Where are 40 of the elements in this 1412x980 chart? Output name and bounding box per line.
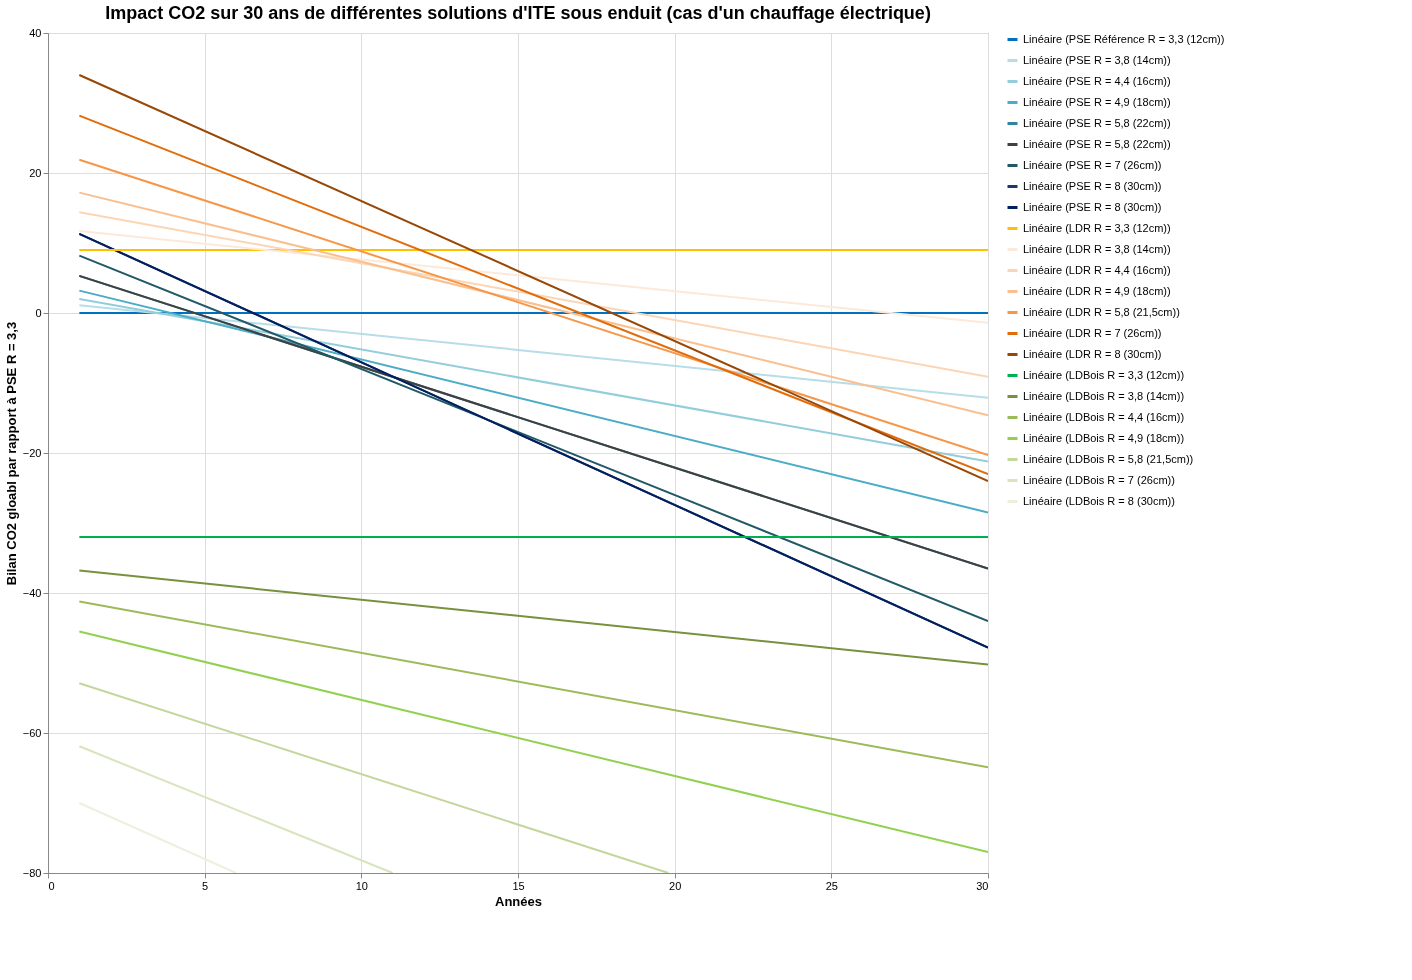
legend-label: Linéaire (LDBois R = 4,4 (16cm)) (1023, 410, 1185, 423)
x-axis-title: Années (495, 893, 542, 909)
legend-label: Linéaire (LDBois R = 4,9 (18cm)) (1023, 431, 1185, 444)
chart-title: Impact CO2 sur 30 ans de différentes solutions d'ITE sous enduit (cas d'un chauffage électrique) (105, 3, 931, 23)
y-tick-label: −40 (22, 586, 42, 599)
legend-label: Linéaire (LDBois R = 3,8 (14cm)) (1023, 389, 1185, 402)
legend-label: Linéaire (PSE R = 4,9 (18cm)) (1023, 95, 1171, 108)
y-tick-label: −60 (22, 726, 42, 739)
legend-label: Linéaire (LDR R = 5,8 (21,5cm)) (1023, 305, 1180, 318)
legend-label: Linéaire (PSE R = 3,8 (14cm)) (1023, 53, 1171, 66)
legend-label: Linéaire (LDR R = 3,3 (12cm)) (1023, 221, 1171, 234)
x-tick-label: 0 (48, 879, 55, 892)
legend-label: Linéaire (LDR R = 8 (30cm)) (1023, 347, 1162, 360)
y-axis-title: Bilan CO2 gloabl par rapport à PSE R = 3,3 (3, 321, 19, 586)
legend-label: Linéaire (PSE R = 8 (30cm)) (1023, 200, 1162, 213)
legend-label: Linéaire (LDBois R = 8 (30cm)) (1023, 494, 1175, 507)
y-tick-label: −80 (22, 866, 42, 879)
legend-label: Linéaire (PSE R = 7 (26cm)) (1023, 158, 1162, 171)
x-tick-label: 15 (512, 879, 525, 892)
y-tick-label: 0 (35, 306, 42, 319)
x-tick-label: 25 (825, 879, 838, 892)
legend-label: Linéaire (LDR R = 7 (26cm)) (1023, 326, 1162, 339)
legend-label: Linéaire (LDR R = 3,8 (14cm)) (1023, 242, 1171, 255)
legend-label: Linéaire (LDBois R = 3,3 (12cm)) (1023, 368, 1185, 381)
legend-label: Linéaire (PSE R = 5,8 (22cm)) (1023, 116, 1171, 129)
legend-label: Linéaire (PSE R = 8 (30cm)) (1023, 179, 1162, 192)
legend-label: Linéaire (LDR R = 4,4 (16cm)) (1023, 263, 1171, 276)
x-tick-label: 10 (355, 879, 368, 892)
y-tick-label: −20 (22, 446, 42, 459)
legend-label: Linéaire (LDR R = 4,9 (18cm)) (1023, 284, 1171, 297)
legend-label: Linéaire (PSE R = 4,4 (16cm)) (1023, 74, 1171, 87)
legend-label: Linéaire (LDBois R = 5,8 (21,5cm)) (1023, 452, 1194, 465)
x-tick-label: 20 (669, 879, 682, 892)
x-tick-label: 30 (976, 879, 989, 892)
legend-label: Linéaire (PSE R = 5,8 (22cm)) (1023, 137, 1171, 150)
legend-label: Linéaire (LDBois R = 7 (26cm)) (1023, 473, 1175, 486)
legend-label: Linéaire (PSE Référence R = 3,3 (12cm)) (1023, 32, 1225, 45)
x-tick-label: 5 (202, 879, 209, 892)
y-tick-label: 40 (29, 26, 42, 39)
y-tick-label: 20 (29, 166, 42, 179)
